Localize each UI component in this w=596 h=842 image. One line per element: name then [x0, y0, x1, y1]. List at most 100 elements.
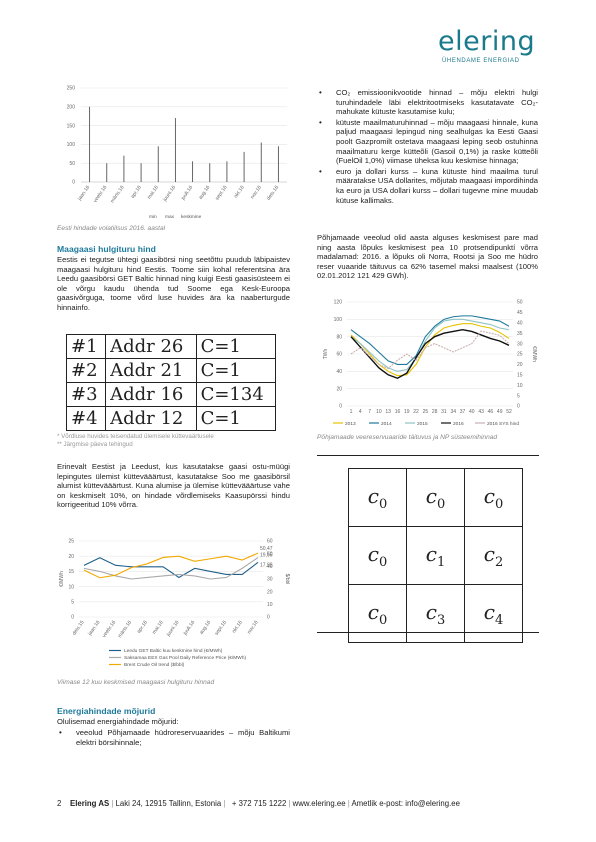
c-grid-cell: c0 [348, 584, 407, 643]
driver-item: euro ja dollari kurss – kuna kütuste hin… [317, 167, 538, 205]
drivers-list-left: veeolud Põhjamaade hüdroreservuaarides –… [57, 728, 290, 748]
x-tick-label: 13 [385, 409, 391, 415]
legend-label: 2016 [453, 421, 464, 427]
y2-tick-label: 0 [517, 404, 520, 410]
footnotes: * Võrdluse huvides teisendatud ülemisele… [57, 433, 214, 448]
x-tick-label: aug.16 [198, 620, 212, 636]
y-tick-label: 100 [334, 317, 343, 323]
c-grid-cell: c0 [348, 526, 407, 585]
driver-item: veeolud Põhjamaade hüdroreservuaarides –… [57, 728, 290, 747]
driver-item: CO₂ emissioonikvootide hinnad – mõju ele… [317, 88, 538, 117]
addr-cell: C=134 [195, 382, 277, 407]
addr-row: #2 Addr 21 C=1 [65, 358, 277, 383]
y-tick-label: 120 [334, 300, 343, 306]
y2-tick-label: 5 [517, 393, 520, 399]
x-tick-label: okt.16 [231, 620, 244, 635]
legend-label: Leedu GET Baltic kuu keskmine hind (€/MW… [124, 648, 223, 654]
x-tick-label: juuni.16 [165, 620, 181, 639]
x-tick-label: 43 [478, 409, 484, 415]
data-label: 17,98 [260, 562, 273, 568]
x-tick-label: apr.16 [136, 620, 149, 635]
legend-label: max [165, 215, 175, 220]
y-tick-label: 0 [339, 404, 342, 410]
legend-label: 2013 [345, 421, 356, 427]
x-tick-label: 22 [413, 409, 419, 415]
addr-cell: C=1 [195, 334, 277, 359]
addr-row: #3 Addr 16 C=134 [65, 382, 277, 407]
section-body-wholesale: Eestis ei tegutse ühtegi gaasibörsi ning… [57, 255, 290, 312]
y-tick-label: 60 [336, 352, 342, 358]
y2-tick-label: 30 [517, 341, 523, 347]
section-body-heating-value: Erinevalt Eestist ja Leedust, kus kasuta… [57, 462, 290, 510]
x-tick-label: jaan.16 [76, 185, 91, 203]
y-tick-label: 20 [68, 554, 74, 560]
addr-cell: #3 [65, 382, 107, 407]
c-cell-symbol: c [483, 599, 495, 624]
addr-cell: Addr 26 [105, 334, 197, 359]
c-grid-row: c0 c3 c4 [348, 584, 523, 643]
x-tick-label: veebr.16 [92, 185, 108, 204]
c-cell-subscript: 0 [378, 612, 388, 628]
reservoir-caption: Põhjamaade veereservuaaride täituvus ja … [317, 434, 498, 441]
y2-tick-label: 45 [517, 310, 523, 316]
x-tick-label: 1 [350, 409, 353, 415]
c-grid-row: c0 c 1 c2 [348, 526, 523, 585]
logo-tagline: ÜHENDAME ENERGIAD [442, 58, 520, 64]
footer-email[interactable]: Ametlik e-post: info@elering.ee [351, 799, 460, 808]
y2-tick-label: 30 [267, 577, 273, 583]
y2-tick-label: 50 [267, 551, 273, 557]
y2-tick-label: 0 [267, 615, 270, 621]
series-line [83, 557, 259, 579]
x-tick-label: sept.16 [214, 185, 228, 202]
x-tick-label: märts.16 [117, 620, 133, 640]
y-tick-label: 40 [336, 369, 342, 375]
addr-cell: C=1 [195, 358, 277, 383]
series-line [350, 329, 510, 380]
y-tick-label: 80 [336, 334, 342, 340]
x-tick-label: juuli.16 [182, 620, 197, 637]
y-axis-label: TWh [323, 349, 329, 360]
section-heading-drivers: Energiahindade mõjurid [57, 706, 156, 716]
x-tick-label: okt.16 [233, 185, 246, 200]
series-line [350, 315, 510, 365]
x-tick-label: mai.16 [151, 620, 165, 636]
x-tick-label: veebr.16 [101, 620, 117, 639]
c-cell-symbol: c [425, 483, 437, 508]
c-cell-subscript: 0 [494, 496, 504, 512]
driver-item: kütuste maailmaturuhinnad – mõju maagaas… [317, 118, 538, 166]
y2-axis-label: €/MWh [531, 346, 537, 362]
legend-label: 2015 [417, 421, 428, 427]
c-grid-cell: c2 [464, 526, 523, 585]
volatility-chart: 0 50 100 150 200 250 jaan.16 veebr.16 märts.16 a… [67, 86, 287, 220]
x-tick-label: 37 [460, 409, 466, 415]
data-label: 50,47 [260, 546, 273, 552]
c-grid-cell: c3 [406, 584, 465, 643]
volatility-caption: Eesti hindade volatiilsus 2016. aastal [57, 225, 166, 232]
footer-address: Laki 24, 12915 Tallinn, Estonia [115, 799, 222, 808]
c-cell-subscript: 3 [436, 612, 446, 628]
x-tick-label: 7 [368, 409, 371, 415]
series-line [83, 552, 259, 579]
logo-wordmark: elering [438, 26, 536, 57]
legend-label: min [149, 214, 157, 220]
footnote-2: ** Järgmise päeva tehingud [57, 440, 133, 448]
x-tick-label: juuni.16 [162, 185, 178, 204]
drivers-intro: Olulisemad energiahindade mõjurid: [57, 717, 179, 726]
c-cell-subscript: 0 [436, 496, 446, 512]
page-number: 2 [57, 799, 62, 808]
c-cell-subscript: 1 [436, 554, 446, 570]
section-heading-wholesale: Maagaasi hulgituru hind [57, 244, 156, 254]
x-tick-label: mai.16 [146, 185, 160, 201]
footer-company: Elering AS [70, 799, 110, 808]
footer: 2 Elering AS | Laki 24, 12915 Tallinn, E… [57, 799, 460, 808]
footnote-1: * Võrdluse huvides teisendatud ülemisele… [57, 433, 214, 440]
y-tick-label: 10 [68, 584, 74, 590]
x-tick-label: nov.16 [250, 185, 263, 201]
addr-cell: #2 [65, 358, 107, 383]
c-grid-cell: c0 [464, 468, 523, 527]
c-cell-symbol: c [367, 541, 379, 566]
y-axis-label: €/MWh [59, 571, 65, 587]
footer-web[interactable]: www.elering.ee [292, 799, 346, 808]
y2-tick-label: 20 [517, 362, 523, 368]
x-tick-label: nov.16 [246, 620, 259, 636]
